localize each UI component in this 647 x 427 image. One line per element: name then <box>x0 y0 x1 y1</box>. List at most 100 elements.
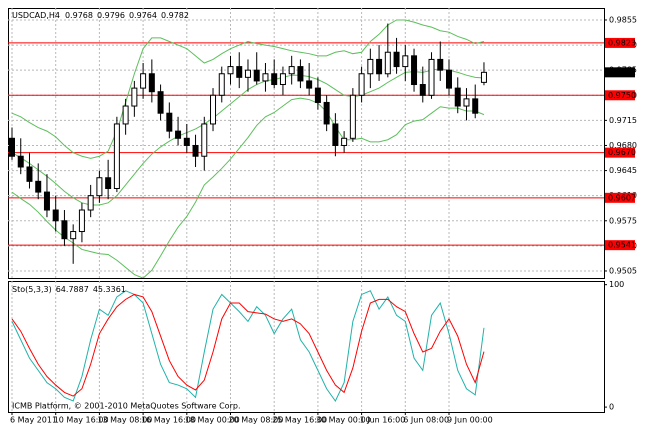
x-tick-label: 18 May 00:00 <box>185 416 240 425</box>
candle-body <box>78 209 85 233</box>
candle-body <box>271 73 278 86</box>
level-label: 0.9750 <box>608 91 636 100</box>
x-tick-label: 6 Jun 08:00 <box>403 416 449 425</box>
price-plot <box>8 19 604 278</box>
candle-body <box>140 73 147 89</box>
level-box <box>605 240 635 251</box>
last-close: 0.9782 <box>161 11 189 20</box>
candle-body <box>358 73 365 96</box>
y-tick-label: 0.9855 <box>609 15 637 24</box>
stochastic-signal <box>11 293 485 397</box>
candle-body <box>157 91 164 114</box>
candle-body <box>367 58 374 75</box>
y-tick-label: 0.9680 <box>609 141 637 150</box>
candle-body <box>437 58 444 71</box>
stochastic-main-last: 64.7887 <box>56 285 89 294</box>
last-open: 0.9768 <box>65 11 93 20</box>
candle-body <box>428 58 435 96</box>
candle-body <box>236 66 243 78</box>
candle-body <box>393 51 400 68</box>
band-upper <box>11 19 485 159</box>
footer: ICMB Platform, © 2001-2010 MetaQuotes So… <box>12 402 241 411</box>
price-header: USDCAD,H4 0.9768 0.9796 0.9764 0.9782 <box>12 11 189 20</box>
candle-body <box>201 123 208 157</box>
candle-body <box>279 73 286 86</box>
x-tick-label: 30 May 00:00 <box>316 416 371 425</box>
symbol: USDCAD,H4 <box>12 11 60 20</box>
candle-body <box>122 105 129 125</box>
x-tick-label: 20 May 08:00 <box>229 416 284 425</box>
candle-body <box>26 166 33 182</box>
candle-body <box>306 80 313 89</box>
y-tick-label: 0.9645 <box>609 166 637 175</box>
candle-body <box>166 112 173 132</box>
candle-body <box>446 69 452 89</box>
price-panel <box>8 8 605 279</box>
level-box <box>605 37 635 48</box>
stochastic-plot <box>11 290 485 402</box>
price-box <box>605 67 635 78</box>
x-tick-label: 16 May 16:00 <box>141 416 196 425</box>
candle-body <box>341 137 348 146</box>
candle-body <box>402 55 409 68</box>
last-low: 0.9764 <box>129 11 157 20</box>
level-label: 0.9670 <box>608 148 636 157</box>
stochastic-title: Sto(5,3,3) <box>12 285 52 294</box>
candle-body <box>411 55 418 86</box>
x-tick-label: 1 Jun 16:00 <box>360 416 406 425</box>
candle-body <box>288 66 295 75</box>
candle-body <box>35 180 42 193</box>
stochastic-panel <box>8 281 605 413</box>
x-tick-label: 25 May 16:00 <box>272 416 327 425</box>
candle-body <box>297 66 304 82</box>
candle-body <box>105 177 112 190</box>
band-lower <box>11 97 485 278</box>
candle-body <box>262 73 269 82</box>
candle-body <box>332 123 339 146</box>
candle-body <box>52 209 59 222</box>
last-high: 0.9796 <box>97 11 125 20</box>
y-tick-label: 100 <box>609 280 624 289</box>
candle-body <box>192 144 199 157</box>
candle-body <box>131 87 138 107</box>
x-tick-label: 10 May 16:00 <box>54 416 109 425</box>
x-tick-label: 6 May 2011 <box>10 416 57 425</box>
candle-body <box>472 98 479 114</box>
level-box <box>605 147 635 158</box>
level-label: 0.9823 <box>608 38 636 47</box>
stochastic-signal-last: 45.3361 <box>93 285 126 294</box>
candle-body <box>384 51 391 75</box>
price-label: 0.9782 <box>608 68 636 77</box>
y-tick-label: 0 <box>609 403 614 412</box>
candle-body <box>218 73 225 96</box>
candle-body <box>113 123 120 190</box>
x-tick-label: 13 May 08:00 <box>97 416 152 425</box>
x-tick-label: 9 Jun 00:00 <box>447 416 493 425</box>
candle-body <box>43 191 50 211</box>
level-label: 0.9607 <box>608 193 636 202</box>
level-box <box>605 90 635 101</box>
stochastic-header: Sto(5,3,3) 64.7887 45.3361 <box>12 285 126 294</box>
candle-body <box>61 220 68 240</box>
candle-body <box>253 69 260 82</box>
candle-body <box>376 58 383 75</box>
candle-body <box>183 137 190 146</box>
stochastic-main <box>11 290 485 402</box>
y-tick-label: 0.9715 <box>609 116 637 125</box>
candle-body <box>244 69 251 78</box>
candle-body <box>17 155 24 168</box>
level-label: 0.9541 <box>608 241 636 250</box>
grid <box>8 8 604 412</box>
candle-body <box>314 87 321 103</box>
candle-body <box>419 84 426 96</box>
candle-body <box>87 195 94 211</box>
axes: 0.98550.98200.97850.97500.97150.96800.96… <box>10 15 637 424</box>
candle-body <box>323 101 330 125</box>
y-tick-label: 0.9575 <box>609 216 637 225</box>
candle-body <box>210 94 217 125</box>
candle-body <box>96 177 103 197</box>
candle-body <box>480 71 487 83</box>
candle-body <box>70 231 77 240</box>
